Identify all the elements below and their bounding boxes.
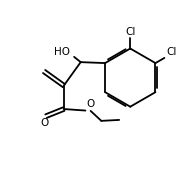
Text: O: O xyxy=(40,118,48,128)
Text: HO: HO xyxy=(54,47,70,57)
Text: Cl: Cl xyxy=(125,27,135,37)
Text: Cl: Cl xyxy=(166,47,176,57)
Text: O: O xyxy=(86,99,95,109)
